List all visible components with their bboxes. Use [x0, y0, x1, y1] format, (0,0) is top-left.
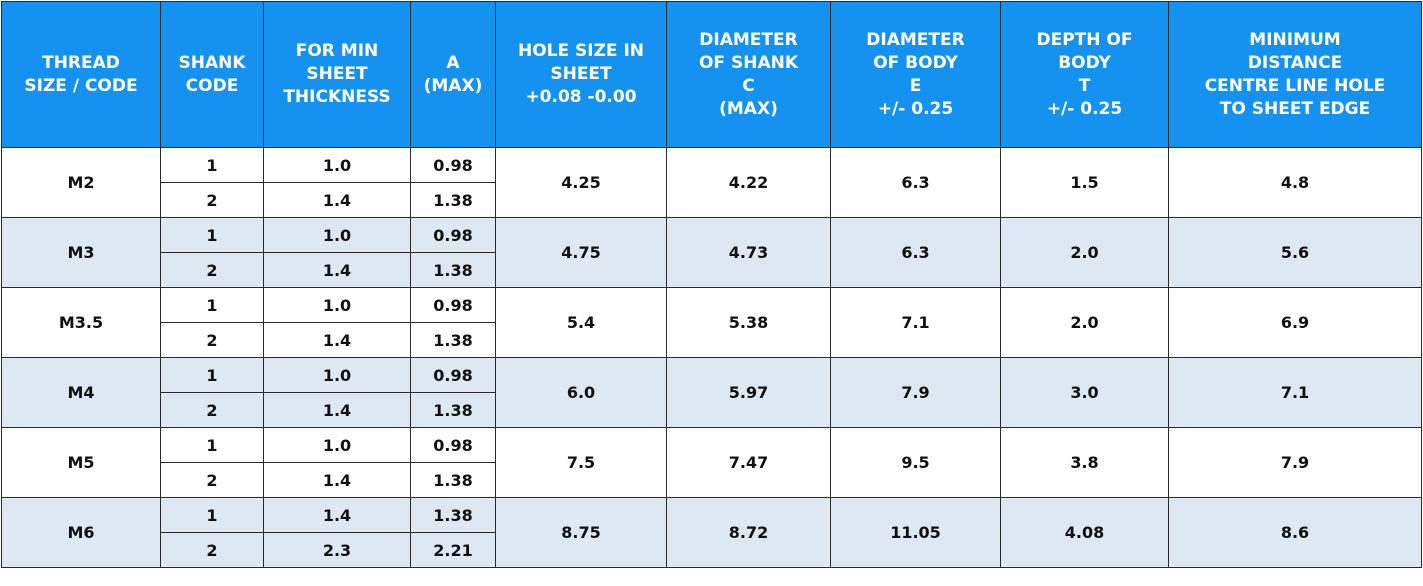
a-max-cell: 1.38: [410, 462, 496, 498]
header-cell: FOR MIN SHEET THICKNESS: [263, 1, 411, 148]
header-cell: DIAMETER OF SHANK C (MAX): [666, 1, 831, 148]
table-row: M2 1 1.0 0.98 4.25 4.22 6.3 1.5 4.8: [1, 147, 1422, 218]
a-max-cell: 1.38: [410, 252, 496, 288]
shank-dia-cell: 5.38: [666, 287, 831, 358]
a-max-cell: 0.98: [410, 217, 496, 253]
sheet-thickness-cell: 1.0: [263, 217, 411, 253]
table-row: M5 1 1.0 0.98 7.5 7.47 9.5 3.8 7.9: [1, 427, 1422, 498]
thread-table: THREAD SIZE / CODE SHANK CODE FOR MIN SHEE…: [1, 1, 1422, 568]
header-cell: A (MAX): [410, 1, 496, 148]
depth-cell: 2.0: [1000, 217, 1169, 288]
shank-dia-cell: 4.22: [666, 147, 831, 218]
a-max-cell: 0.98: [410, 147, 496, 183]
shank-code-cell: 1: [160, 287, 264, 323]
thread-size-cell: M6: [1, 497, 161, 568]
body-dia-cell: 11.05: [830, 497, 1001, 568]
header-cell: THREAD SIZE / CODE: [1, 1, 161, 148]
sheet-thickness-cell: 1.4: [263, 182, 411, 218]
shank-code-cell: 2: [160, 392, 264, 428]
thread-size-cell: M2: [1, 147, 161, 218]
hole-cell: 5.4: [495, 287, 667, 358]
hole-cell: 6.0: [495, 357, 667, 428]
shank-code-cell: 2: [160, 462, 264, 498]
body-dia-cell: 9.5: [830, 427, 1001, 498]
shank-code-cell: 1: [160, 497, 264, 533]
header-cell: SHANK CODE: [160, 1, 264, 148]
table-row: M3 1 1.0 0.98 4.75 4.73 6.3 2.0 5.6: [1, 217, 1422, 288]
table-row: 2 1.4 1.38: [2, 392, 1422, 428]
sheet-thickness-cell: 1.0: [263, 147, 411, 183]
depth-cell: 3.0: [1000, 357, 1169, 428]
table-row: M3.5 1 1.0 0.98 5.4 5.38 7.1 2.0 6.9: [1, 287, 1422, 358]
sheet-thickness-cell: 2.3: [263, 532, 411, 568]
header-row: THREAD SIZE / CODE SHANK CODE FOR MIN SHEE…: [1, 1, 1422, 148]
a-max-cell: 0.98: [410, 357, 496, 393]
sheet-thickness-cell: 1.0: [263, 357, 411, 393]
a-max-cell: 1.38: [410, 182, 496, 218]
shank-dia-cell: 8.72: [666, 497, 831, 568]
body-dia-cell: 7.9: [830, 357, 1001, 428]
thread-size-cell: M3.5: [1, 287, 161, 358]
min-dist-cell: 7.9: [1168, 427, 1422, 498]
body-dia-cell: 6.3: [830, 147, 1001, 218]
table-row: M4 1 1.0 0.98 6.0 5.97 7.9 3.0 7.1: [1, 357, 1422, 428]
depth-cell: 1.5: [1000, 147, 1169, 218]
min-dist-cell: 4.8: [1168, 147, 1422, 218]
hole-cell: 7.5: [495, 427, 667, 498]
sheet-thickness-cell: 1.0: [263, 427, 411, 463]
hole-cell: 4.75: [495, 217, 667, 288]
shank-code-cell: 2: [160, 322, 264, 358]
shank-code-cell: 1: [160, 427, 264, 463]
min-dist-cell: 8.6: [1168, 497, 1422, 568]
thread-size-cell: M5: [1, 427, 161, 498]
a-max-cell: 1.38: [410, 392, 496, 428]
sheet-thickness-cell: 1.4: [263, 252, 411, 288]
min-dist-cell: 7.1: [1168, 357, 1422, 428]
table-row: 2 1.4 1.38: [2, 462, 1422, 498]
shank-code-cell: 2: [160, 532, 264, 568]
shank-code-cell: 2: [160, 182, 264, 218]
shank-code-cell: 1: [160, 147, 264, 183]
shank-code-cell: 1: [160, 357, 264, 393]
a-max-cell: 1.38: [410, 322, 496, 358]
thread-size-cell: M4: [1, 357, 161, 428]
depth-cell: 4.08: [1000, 497, 1169, 568]
shank-dia-cell: 5.97: [666, 357, 831, 428]
depth-cell: 2.0: [1000, 287, 1169, 358]
sheet-thickness-cell: 1.4: [263, 392, 411, 428]
shank-dia-cell: 4.73: [666, 217, 831, 288]
table-row: 2 1.4 1.38: [2, 322, 1422, 358]
header-cell: HOLE SIZE IN SHEET +0.08 -0.00: [495, 1, 667, 148]
hole-cell: 8.75: [495, 497, 667, 568]
sheet-thickness-cell: 1.4: [263, 322, 411, 358]
shank-code-cell: 1: [160, 217, 264, 253]
min-dist-cell: 5.6: [1168, 217, 1422, 288]
table-row: 2 2.3 2.21: [2, 532, 1422, 568]
min-dist-cell: 6.9: [1168, 287, 1422, 358]
depth-cell: 3.8: [1000, 427, 1169, 498]
body-dia-cell: 6.3: [830, 217, 1001, 288]
table-body: M2 1 1.0 0.98 4.25 4.22 6.3 1.5 4.8 2 1.4 1.38 M3 1 1.…: [1, 147, 1422, 568]
thread-size-cell: M3: [1, 217, 161, 288]
header-cell: DEPTH OF BODY T +/- 0.25: [1000, 1, 1169, 148]
hole-cell: 4.25: [495, 147, 667, 218]
header-cell: MINIMUM DISTANCE CENTRE LINE HOLE TO SHE…: [1168, 1, 1422, 148]
shank-code-cell: 2: [160, 252, 264, 288]
table-row: M6 1 1.4 1.38 8.75 8.72 11.05 4.08 8.6: [1, 497, 1422, 568]
a-max-cell: 2.21: [410, 532, 496, 568]
sheet-thickness-cell: 1.4: [263, 462, 411, 498]
header-cell: DIAMETER OF BODY E +/- 0.25: [830, 1, 1001, 148]
a-max-cell: 0.98: [410, 427, 496, 463]
shank-dia-cell: 7.47: [666, 427, 831, 498]
sheet-thickness-cell: 1.4: [263, 497, 411, 533]
sheet-thickness-cell: 1.0: [263, 287, 411, 323]
a-max-cell: 1.38: [410, 497, 496, 533]
a-max-cell: 0.98: [410, 287, 496, 323]
table-row: 2 1.4 1.38: [2, 182, 1422, 218]
body-dia-cell: 7.1: [830, 287, 1001, 358]
table-row: 2 1.4 1.38: [2, 252, 1422, 288]
